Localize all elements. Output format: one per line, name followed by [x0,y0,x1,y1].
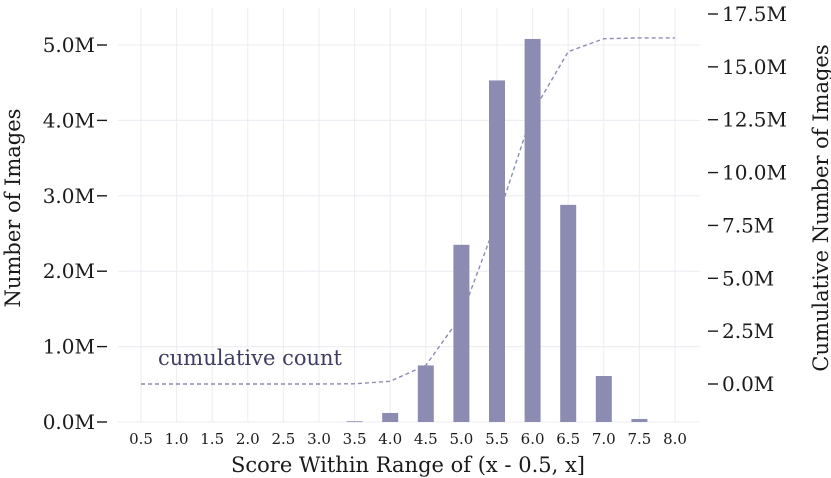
left-y-tick-label: 2.0M [43,259,95,283]
x-tick-label: 4.5 [414,430,438,448]
bar [417,365,434,422]
x-tick-label: 5.5 [485,430,509,448]
right-y-tick-label: 10.0M [722,161,787,185]
x-tick-label: 5.0 [449,430,473,448]
bar [595,376,612,422]
x-axis-ticks: 0.5 1.0 1.5 2.0 2.5 3.0 3.5 4.0 4.5 5.0 5.5 6.0 6.5 7… [129,430,687,448]
bar [346,421,363,423]
left-y-tick-label: 0.0M [43,410,95,434]
x-tick-label: 1.5 [200,430,224,448]
cumulative-count-annotation: cumulative count [158,346,343,370]
x-tick-label: 6.5 [556,430,580,448]
bar [382,412,399,422]
left-y-tick-label: 5.0M [43,33,95,57]
left-y-tick-label: 3.0M [43,184,95,208]
right-y-axis-label: Cumulative Number of Images [809,44,831,371]
x-tick-label: 4.0 [378,430,402,448]
x-tick-label: 2.5 [271,430,295,448]
right-y-tick-label: 0.0M [722,372,774,396]
x-tick-label: 3.5 [343,430,367,448]
left-y-tick-label: 1.0M [43,335,95,359]
x-tick-label: 1.0 [165,430,189,448]
left-y-axis-ticks: 0.0M 1.0M 2.0M 3.0M 4.0M 5.0M [43,33,107,434]
x-tick-label: 7.0 [592,430,616,448]
x-tick-label: 6.0 [521,430,545,448]
left-y-axis-label: Number of Images [1,109,25,308]
x-axis-label: Score Within Range of (x - 0.5, x] [231,453,585,477]
x-tick-label: 3.0 [307,430,331,448]
right-y-tick-label: 7.5M [722,213,774,237]
x-tick-label: 7.5 [627,430,651,448]
right-y-tick-label: 17.5M [722,2,787,26]
right-y-axis-ticks: 0.0M 2.5M 5.0M 7.5M 10.0M 12.5M 15.0M 17.5M [708,2,787,396]
right-y-tick-label: 15.0M [722,55,787,79]
bar [631,418,648,422]
right-y-tick-label: 2.5M [722,319,774,343]
x-tick-label: 8.0 [663,430,687,448]
left-y-tick-label: 4.0M [43,108,95,132]
x-tick-label: 2.0 [236,430,260,448]
bar-series [346,38,648,423]
bar [489,80,505,423]
x-tick-label: 0.5 [129,430,153,448]
cumulative-line [141,37,675,385]
right-y-tick-label: 12.5M [722,108,787,132]
cumulative-line-series [141,37,675,385]
bar [524,38,541,423]
bar [560,204,577,422]
right-y-tick-label: 5.0M [722,266,774,290]
bar [453,244,470,422]
